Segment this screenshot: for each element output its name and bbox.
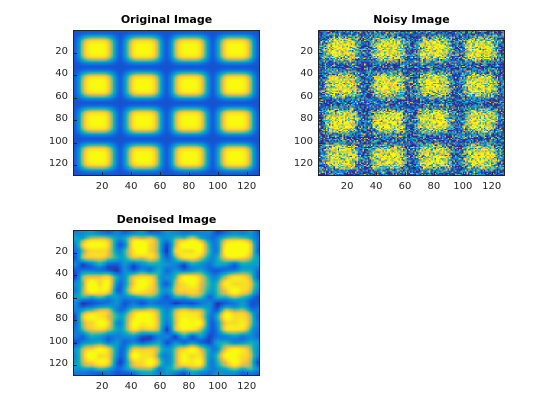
- noisy-image-title: Noisy Image: [373, 13, 450, 26]
- y-tick-label: 100: [293, 135, 313, 147]
- x-tick-mark: [404, 172, 406, 175]
- x-tick-label: 60: [398, 181, 412, 192]
- x-tick-label: 100: [208, 381, 228, 392]
- x-tick-label: 40: [124, 181, 138, 192]
- y-tick-label: 100: [48, 135, 68, 147]
- y-tick-label: 80: [300, 113, 313, 125]
- heatmap-image: [319, 31, 504, 175]
- x-tick-mark: [188, 172, 190, 175]
- y-tick-mark: [74, 297, 77, 299]
- denoised-image-title: Denoised Image: [116, 213, 217, 226]
- y-tick-label: 120: [293, 158, 313, 170]
- x-tick-label: 120: [237, 381, 257, 392]
- y-tick-label: 60: [300, 90, 313, 102]
- y-tick-label: 100: [48, 335, 68, 347]
- original-image-title: Original Image: [120, 13, 213, 26]
- denoised-image-axes: 20 40 60 80 100 120 20 40 60 80 100 120: [49, 230, 260, 392]
- y-tick-label: 60: [55, 90, 68, 102]
- y-tick-mark: [319, 75, 322, 77]
- y-tick-mark: [74, 142, 77, 144]
- y-tick-label: 40: [55, 68, 68, 80]
- x-tick-mark: [188, 372, 190, 375]
- y-tick-mark: [319, 165, 322, 167]
- y-tick-mark: [74, 252, 77, 254]
- x-tick-mark: [217, 172, 219, 175]
- y-tick-mark: [74, 342, 77, 344]
- y-tick-mark: [74, 75, 77, 77]
- x-tick-label: 40: [369, 181, 383, 192]
- y-tick-label: 20: [55, 45, 68, 57]
- y-tick-label: 20: [300, 45, 313, 57]
- x-tick-label: 100: [453, 181, 473, 192]
- y-tick-label: 120: [48, 158, 68, 170]
- x-tick-mark: [159, 172, 161, 175]
- x-tick-mark: [131, 172, 133, 175]
- y-tick-mark: [319, 97, 322, 99]
- original-image-axes: 20 40 60 80 100 120 20 40 60 80 100 120: [49, 30, 260, 192]
- x-tick-mark: [491, 172, 493, 175]
- y-tick-mark: [74, 365, 77, 367]
- x-tick-label: 60: [153, 181, 167, 192]
- x-tick-mark: [347, 172, 349, 175]
- x-tick-mark: [376, 172, 378, 175]
- y-tick-label: 60: [55, 290, 68, 302]
- x-tick-label: 80: [182, 381, 196, 392]
- y-tick-mark: [74, 320, 77, 322]
- x-tick-label: 80: [182, 181, 196, 192]
- heatmap-image: [74, 31, 259, 175]
- heatmap-image: [74, 231, 259, 375]
- x-tick-mark: [462, 172, 464, 175]
- x-tick-label: 100: [208, 181, 228, 192]
- x-tick-label: 120: [237, 181, 257, 192]
- x-tick-mark: [433, 172, 435, 175]
- y-tick-label: 20: [55, 245, 68, 257]
- y-tick-mark: [319, 120, 322, 122]
- x-tick-label: 20: [95, 381, 109, 392]
- y-tick-mark: [319, 142, 322, 144]
- y-tick-mark: [74, 52, 77, 54]
- x-tick-label: 120: [482, 181, 502, 192]
- y-tick-label: 40: [55, 268, 68, 280]
- x-tick-label: 60: [153, 381, 167, 392]
- y-tick-label: 120: [48, 358, 68, 370]
- x-tick-label: 40: [124, 381, 138, 392]
- x-tick-mark: [102, 172, 104, 175]
- x-tick-mark: [102, 372, 104, 375]
- x-tick-mark: [131, 372, 133, 375]
- y-tick-label: 80: [55, 313, 68, 325]
- y-tick-mark: [74, 120, 77, 122]
- y-tick-label: 80: [55, 113, 68, 125]
- x-tick-label: 20: [340, 181, 354, 192]
- y-tick-label: 40: [300, 68, 313, 80]
- x-tick-label: 20: [95, 181, 109, 192]
- x-tick-mark: [246, 372, 248, 375]
- noisy-image-axes: 20 40 60 80 100 120 20 40 60 80 100 120: [294, 30, 505, 192]
- x-tick-mark: [246, 172, 248, 175]
- y-tick-mark: [74, 165, 77, 167]
- x-tick-label: 80: [427, 181, 441, 192]
- x-tick-mark: [217, 372, 219, 375]
- y-tick-mark: [74, 97, 77, 99]
- x-tick-mark: [159, 372, 161, 375]
- y-tick-mark: [74, 275, 77, 277]
- y-tick-mark: [319, 52, 322, 54]
